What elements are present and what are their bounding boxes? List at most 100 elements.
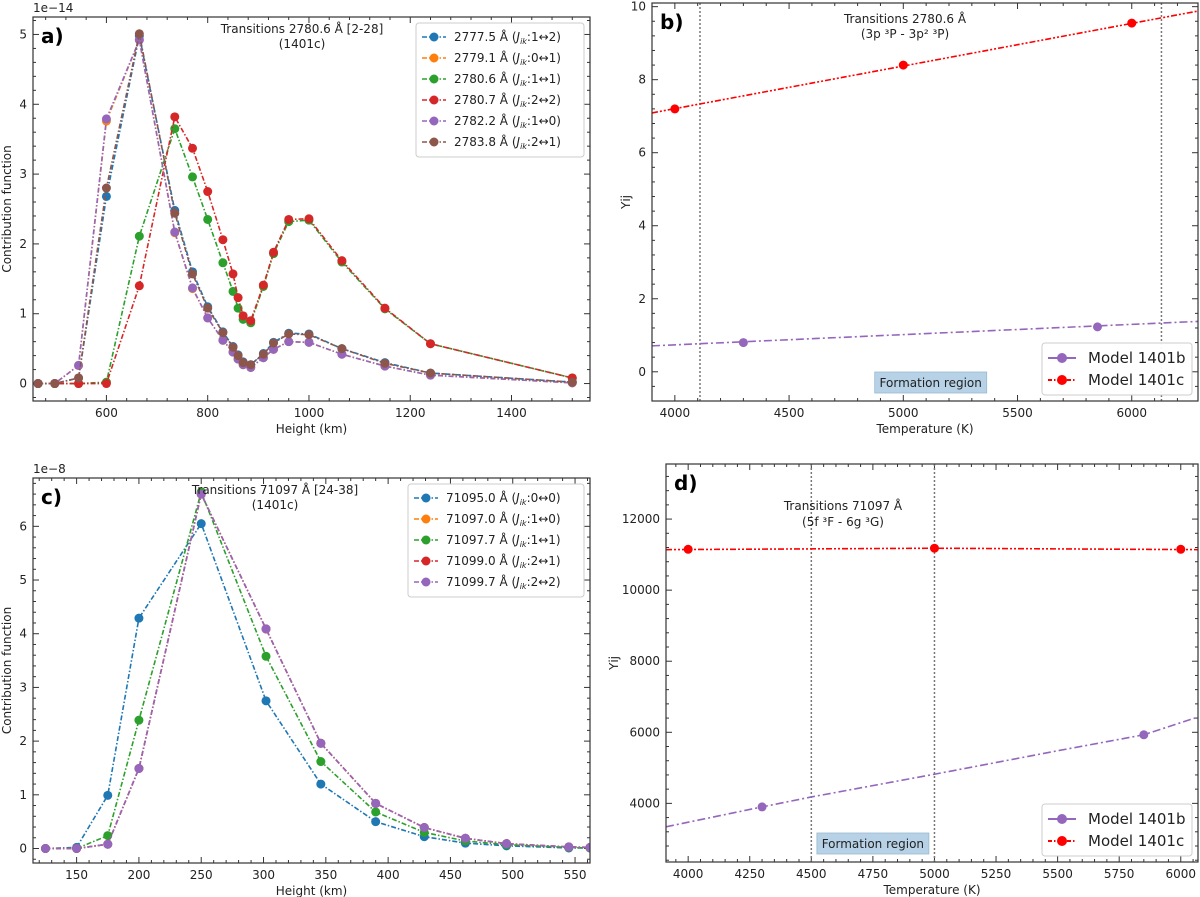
data-point [261, 696, 271, 706]
y-tick-label: 5 [19, 27, 27, 41]
panel-label: d) [674, 471, 697, 495]
panel-c: 150 200 250 300 350 400 450 500 550 0 1 2 3 4 5 6 Height… [0, 462, 591, 897]
legend-marker [429, 116, 439, 126]
legend-marker [429, 53, 439, 63]
data-point [929, 543, 939, 553]
legend-item: 71095.0 Å (Jik:0↔0) [414, 490, 561, 507]
chart-title: Transitions 2780.6 Å [843, 11, 967, 26]
data-point [188, 283, 198, 293]
data-point [1139, 730, 1149, 740]
data-point [72, 844, 82, 854]
y-offset-text: 1e−8 [33, 462, 66, 476]
data-point [261, 651, 271, 661]
series-group [652, 10, 1198, 348]
y-tick-label: 1 [19, 788, 27, 802]
x-tick-label: 1200 [395, 406, 426, 420]
data-point [101, 114, 111, 124]
y-tick-label: 2 [19, 734, 27, 748]
data-point [567, 377, 577, 387]
x-tick-label: 1400 [496, 406, 527, 420]
x-tick-label: 600 [95, 406, 118, 420]
legend-item: 71099.7 Å (Jik:2↔2) [414, 574, 561, 591]
y-axis-label: Υij [619, 195, 633, 210]
series-line [38, 126, 573, 385]
data-point [40, 844, 50, 854]
y-tick-label: 6 [19, 519, 27, 533]
series-line [38, 33, 573, 385]
data-point [218, 328, 228, 338]
legend-label: Model 1401c [1088, 832, 1184, 850]
legend: 71095.0 Å (Jik:0↔0) 71097.0 Å (Jik:1↔0) 71… [407, 483, 585, 598]
data-point [502, 839, 512, 849]
data-point [228, 286, 238, 296]
y-offset-text: 1e−14 [33, 1, 73, 15]
data-point [261, 624, 271, 634]
plot-frame [32, 477, 591, 864]
data-point [1127, 18, 1137, 28]
data-point [380, 303, 390, 313]
legend-marker [429, 137, 439, 147]
y-tick-label: 0 [19, 377, 27, 391]
data-point [304, 214, 314, 224]
data-point [228, 269, 238, 279]
legend-label: 2783.8 Å (Jik:2↔1) [454, 134, 561, 151]
data-point [371, 798, 381, 808]
x-tick-label: 4500 [796, 867, 827, 881]
series-group [33, 29, 577, 389]
data-point [316, 757, 326, 767]
data-point [134, 613, 144, 623]
y-tick-label: 3 [19, 680, 27, 694]
legend-label: 2780.6 Å (Jik:1↔1) [454, 71, 561, 88]
data-point [101, 379, 111, 389]
data-point [74, 360, 84, 370]
y-axis-label: Contribution function [0, 607, 14, 734]
y-tick-label: 10 [631, 0, 646, 14]
data-point [564, 842, 574, 852]
panel-a: 600 800 1000 1200 1400 0 1 2 3 4 5 Height (km) Contr… [0, 1, 591, 436]
y-tick-label: 6 [638, 146, 646, 160]
legend-marker [421, 535, 431, 545]
x-tick-label: 300 [252, 868, 275, 882]
legend-item: 71099.0 Å (Jik:2↔1) [414, 553, 561, 570]
y-tick-label: 8 [638, 73, 646, 87]
chart-subtitle: (1401c) [252, 498, 299, 512]
data-point [670, 104, 680, 114]
chart-subtitle: (3p ³P - 3p² ³P) [861, 27, 949, 41]
x-tick-label: 150 [65, 868, 88, 882]
panel-d: 4000 4250 4500 4750 5000 5250 5500 5750 6000 4000… [607, 463, 1199, 897]
x-tick-label: 800 [196, 406, 219, 420]
x-tick-label: 250 [190, 868, 213, 882]
legend-marker [1057, 814, 1067, 824]
data-point [460, 833, 470, 843]
y-tick-label: 3 [19, 167, 27, 181]
data-point [269, 344, 279, 354]
legend-label: Model 1401b [1088, 349, 1186, 367]
legend-item: 71097.7 Å (Jik:1↔1) [414, 532, 561, 549]
data-point [134, 231, 144, 241]
panel-label: c) [41, 485, 62, 509]
legend-label: 71099.7 Å (Jik:2↔2) [446, 574, 561, 591]
data-point [134, 281, 144, 291]
data-point [284, 337, 294, 347]
data-point [337, 256, 347, 266]
y-tick-label: 4 [19, 97, 27, 111]
x-tick-label: 6000 [1165, 867, 1196, 881]
legend: Model 1401b Model 1401c [1041, 803, 1193, 857]
data-point [585, 842, 590, 852]
chart-title: Transitions 2780.6 Å [2-28] [220, 21, 384, 36]
legend-frame [1041, 803, 1193, 857]
legend: Model 1401b Model 1401c [1041, 342, 1193, 396]
data-point [218, 258, 228, 268]
legend-item: 2780.7 Å (Jik:2↔2) [422, 92, 561, 109]
panel-b: 4000 4500 5000 5500 6000 0 2 4 6 8 10 Temperature (… [619, 0, 1199, 436]
x-tick-label: 4000 [673, 867, 704, 881]
data-point [371, 817, 381, 827]
data-point [228, 342, 238, 352]
y-axis-label: Υij [607, 656, 621, 671]
legend-item: 71097.0 Å (Jik:1↔0) [414, 511, 561, 528]
legend-marker [1057, 836, 1067, 846]
x-tick-label: 5500 [1002, 406, 1033, 420]
data-point [269, 247, 279, 257]
data-point [103, 839, 113, 849]
legend-item: Model 1401b [1048, 349, 1186, 367]
